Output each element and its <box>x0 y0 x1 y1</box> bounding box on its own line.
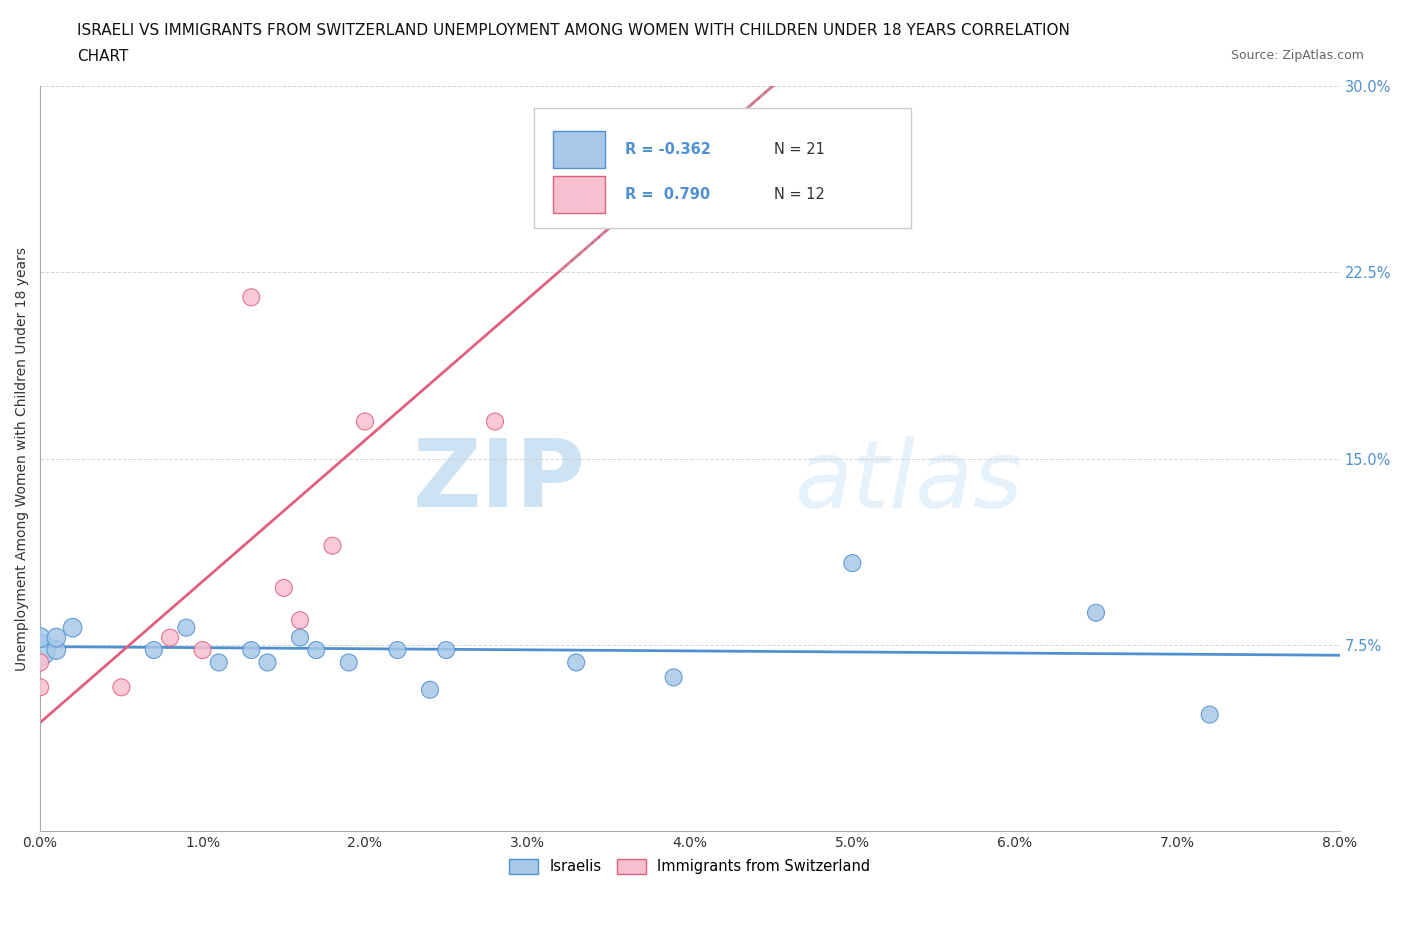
Point <box>110 680 132 695</box>
Text: CHART: CHART <box>77 49 129 64</box>
Point <box>1198 707 1220 722</box>
Y-axis label: Unemployment Among Women with Children Under 18 years: Unemployment Among Women with Children U… <box>15 246 30 671</box>
Text: Source: ZipAtlas.com: Source: ZipAtlas.com <box>1230 49 1364 62</box>
Text: R = -0.362: R = -0.362 <box>624 142 711 157</box>
Legend: Israelis, Immigrants from Switzerland: Israelis, Immigrants from Switzerland <box>503 853 876 880</box>
Point <box>45 631 67 645</box>
Point <box>321 538 343 553</box>
Point <box>1085 605 1108 620</box>
Point <box>240 290 263 305</box>
Point <box>354 414 377 429</box>
Point <box>273 580 295 595</box>
Text: N = 12: N = 12 <box>775 187 825 202</box>
FancyBboxPatch shape <box>534 109 911 228</box>
Point <box>191 643 214 658</box>
Point <box>419 683 441 698</box>
Point <box>240 643 263 658</box>
Point <box>45 643 67 658</box>
Point <box>305 643 328 658</box>
Point <box>30 680 52 695</box>
Point <box>434 643 457 658</box>
Point <box>30 643 52 658</box>
Point <box>387 643 409 658</box>
Text: ZIP: ZIP <box>413 435 586 527</box>
FancyBboxPatch shape <box>554 176 606 213</box>
Point <box>288 613 311 628</box>
Point <box>288 631 311 645</box>
Point <box>484 414 506 429</box>
Text: R =  0.790: R = 0.790 <box>624 187 710 202</box>
Point <box>548 116 571 131</box>
Point <box>337 655 360 670</box>
Point <box>208 655 231 670</box>
Point <box>662 670 685 684</box>
Point <box>30 631 52 645</box>
FancyBboxPatch shape <box>554 131 606 168</box>
Point <box>159 631 181 645</box>
Text: atlas: atlas <box>794 435 1022 526</box>
Point <box>841 555 863 570</box>
Point <box>30 655 52 670</box>
Text: N = 21: N = 21 <box>775 142 825 157</box>
Point <box>142 643 165 658</box>
Text: ISRAELI VS IMMIGRANTS FROM SWITZERLAND UNEMPLOYMENT AMONG WOMEN WITH CHILDREN UN: ISRAELI VS IMMIGRANTS FROM SWITZERLAND U… <box>77 23 1070 38</box>
Point <box>62 620 84 635</box>
Point <box>256 655 278 670</box>
Point <box>176 620 198 635</box>
Point <box>565 655 588 670</box>
